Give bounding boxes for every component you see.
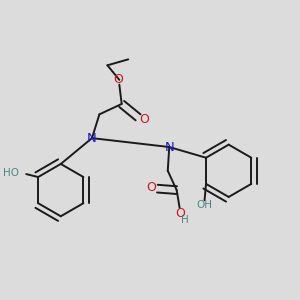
Text: OH: OH	[196, 200, 212, 210]
Text: O: O	[113, 73, 123, 86]
Text: O: O	[176, 207, 185, 220]
Text: N: N	[164, 140, 174, 154]
Text: H: H	[181, 215, 189, 225]
Text: O: O	[146, 181, 156, 194]
Text: N: N	[87, 132, 97, 145]
Text: HO: HO	[3, 169, 19, 178]
Text: O: O	[139, 113, 149, 126]
